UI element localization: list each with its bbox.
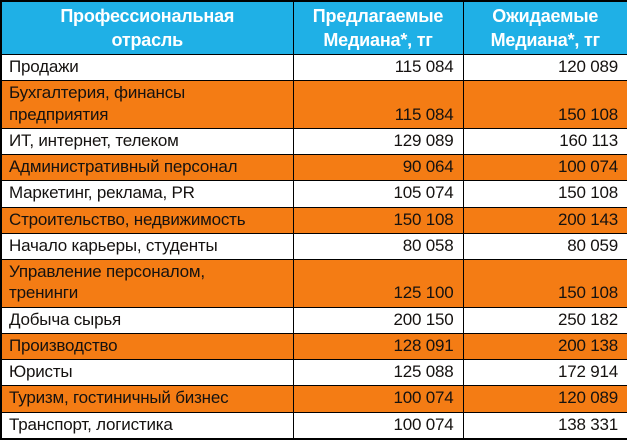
expected-median-cell: 150 108 xyxy=(462,259,627,308)
expected-median-cell: 138 331 xyxy=(462,411,627,440)
table-row: ИТ, интернет, телеком 129 089 160 113 xyxy=(0,127,627,156)
industry-cell: Бухгалтерия, финансы предприятия xyxy=(0,80,294,129)
table-row: Начало карьеры, студенты 80 058 80 059 xyxy=(0,232,627,261)
offered-median-cell: 128 091 xyxy=(292,332,464,361)
table-row: Административный персонал 90 064 100 074 xyxy=(0,153,627,182)
expected-median-cell: 200 138 xyxy=(462,332,627,361)
industry-cell: Туризм, гостиничный бизнес xyxy=(0,385,294,413)
expected-median-cell: 150 108 xyxy=(462,80,627,129)
table-row: Маркетинг, реклама, PR 105 074 150 108 xyxy=(0,180,627,208)
column-header-expected-median: Ожидаемые Медиана*, тг xyxy=(462,0,627,55)
offered-median-cell: 125 088 xyxy=(292,358,464,387)
industry-cell: Маркетинг, реклама, PR xyxy=(0,180,294,208)
expected-median-cell: 80 059 xyxy=(462,232,627,261)
column-header-industry: Профессиональная отрасль xyxy=(0,0,294,55)
offered-median-cell: 80 058 xyxy=(292,232,464,261)
expected-median-cell: 172 914 xyxy=(462,358,627,387)
offered-median-cell: 125 100 xyxy=(292,259,464,308)
table-row: Строительство, недвижимость 150 108 200 14… xyxy=(0,206,627,234)
offered-median-cell: 200 150 xyxy=(292,306,464,334)
expected-median-cell: 150 108 xyxy=(462,180,627,208)
industry-cell: Транспорт, логистика xyxy=(0,411,294,440)
table-body: Продажи 115 084 120 089 Бухгалтерия, финанс… xyxy=(0,53,627,440)
offered-median-cell: 105 074 xyxy=(292,180,464,208)
offered-median-cell: 115 084 xyxy=(292,80,464,129)
expected-median-cell: 160 113 xyxy=(462,127,627,156)
offered-median-cell: 150 108 xyxy=(292,206,464,234)
industry-cell: Производство xyxy=(0,332,294,361)
industry-cell: Добыча сырья xyxy=(0,306,294,334)
industry-cell: Начало карьеры, студенты xyxy=(0,232,294,261)
expected-median-cell: 120 089 xyxy=(462,385,627,413)
table-row: Производство 128 091 200 138 xyxy=(0,332,627,361)
industry-cell: Продажи xyxy=(0,53,294,82)
expected-median-cell: 250 182 xyxy=(462,306,627,334)
industry-cell: Управление персоналом, тренинги xyxy=(0,259,294,308)
offered-median-cell: 90 064 xyxy=(292,153,464,182)
expected-median-cell: 100 074 xyxy=(462,153,627,182)
industry-cell: ИТ, интернет, телеком xyxy=(0,127,294,156)
expected-median-cell: 120 089 xyxy=(462,53,627,82)
offered-median-cell: 100 074 xyxy=(292,411,464,440)
industry-cell: Строительство, недвижимость xyxy=(0,206,294,234)
table-row: Туризм, гостиничный бизнес 100 074 120 089 xyxy=(0,385,627,413)
offered-median-cell: 115 084 xyxy=(292,53,464,82)
industry-cell: Юристы xyxy=(0,358,294,387)
column-header-offered-median: Предлагаемые Медиана*, тг xyxy=(292,0,464,55)
table-row: Управление персоналом, тренинги 125 100 15… xyxy=(0,259,627,308)
table-row: Транспорт, логистика 100 074 138 331 xyxy=(0,411,627,440)
expected-median-cell: 200 143 xyxy=(462,206,627,234)
offered-median-cell: 100 074 xyxy=(292,385,464,413)
offered-median-cell: 129 089 xyxy=(292,127,464,156)
table-row: Добыча сырья 200 150 250 182 xyxy=(0,306,627,334)
table-row: Юристы 125 088 172 914 xyxy=(0,358,627,387)
industry-cell: Административный персонал xyxy=(0,153,294,182)
header-row: Профессиональная отрасль Предлагаемые Ме… xyxy=(0,0,627,55)
table-row: Бухгалтерия, финансы предприятия 115 084 1… xyxy=(0,80,627,129)
table-row: Продажи 115 084 120 089 xyxy=(0,53,627,82)
